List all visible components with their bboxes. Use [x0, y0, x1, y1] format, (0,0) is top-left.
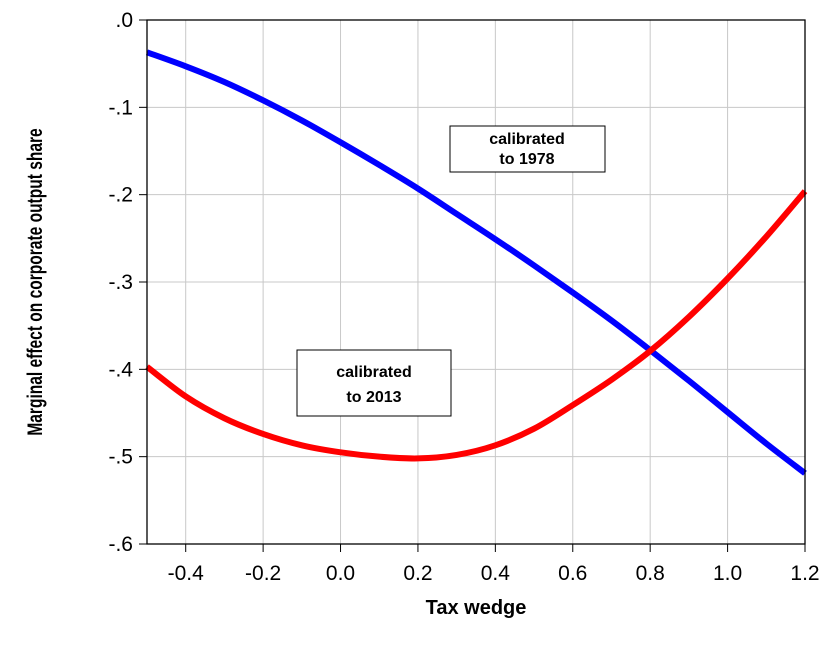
y-tick-label: -.4: [108, 358, 133, 381]
y-tick-label: -.2: [108, 184, 133, 207]
x-tick-label: 0.8: [636, 562, 665, 585]
annotation-line: calibrated: [336, 364, 412, 381]
annotation-line: calibrated: [489, 131, 565, 148]
annotation-box: [449, 125, 606, 173]
x-axis-label: Tax wedge: [426, 597, 527, 619]
y-tick-label: -.1: [108, 96, 133, 119]
grid-lines: [147, 20, 805, 544]
annotation-box: [296, 349, 452, 417]
y-axis-ticks: .0 -.1 -.2 -.3 -.4 -.5 -.6: [108, 9, 147, 556]
x-tick-label: 1.0: [713, 562, 742, 585]
y-axis-label: Marginal effect on corporate output shar…: [23, 128, 47, 435]
annotation-line: to 2013: [346, 389, 401, 406]
x-tick-label: -0.2: [245, 562, 281, 585]
x-tick-label: 1.2: [790, 562, 819, 585]
series-line-1: [145, 189, 808, 462]
x-tick-label: -0.4: [168, 562, 205, 585]
annotation-2013: calibrated to 2013: [296, 349, 452, 417]
series-layer: [145, 49, 808, 476]
y-tick-label: -.5: [108, 446, 133, 469]
y-tick-label: .0: [115, 9, 133, 32]
x-tick-label: 0.2: [403, 562, 432, 585]
x-axis-ticks: -0.4 -0.2 0.0 0.2 0.4 0.6 0.8 1.0 1.2: [168, 544, 820, 585]
x-tick-label: 0.0: [326, 562, 355, 585]
y-tick-label: -.6: [108, 533, 133, 556]
annotation-1978: calibrated to 1978: [449, 125, 606, 173]
x-tick-label: 0.6: [558, 562, 587, 585]
series-line-0: [145, 49, 807, 476]
annotation-line: to 1978: [499, 151, 554, 168]
y-tick-label: -.3: [108, 271, 133, 294]
x-tick-label: 0.4: [481, 562, 511, 585]
